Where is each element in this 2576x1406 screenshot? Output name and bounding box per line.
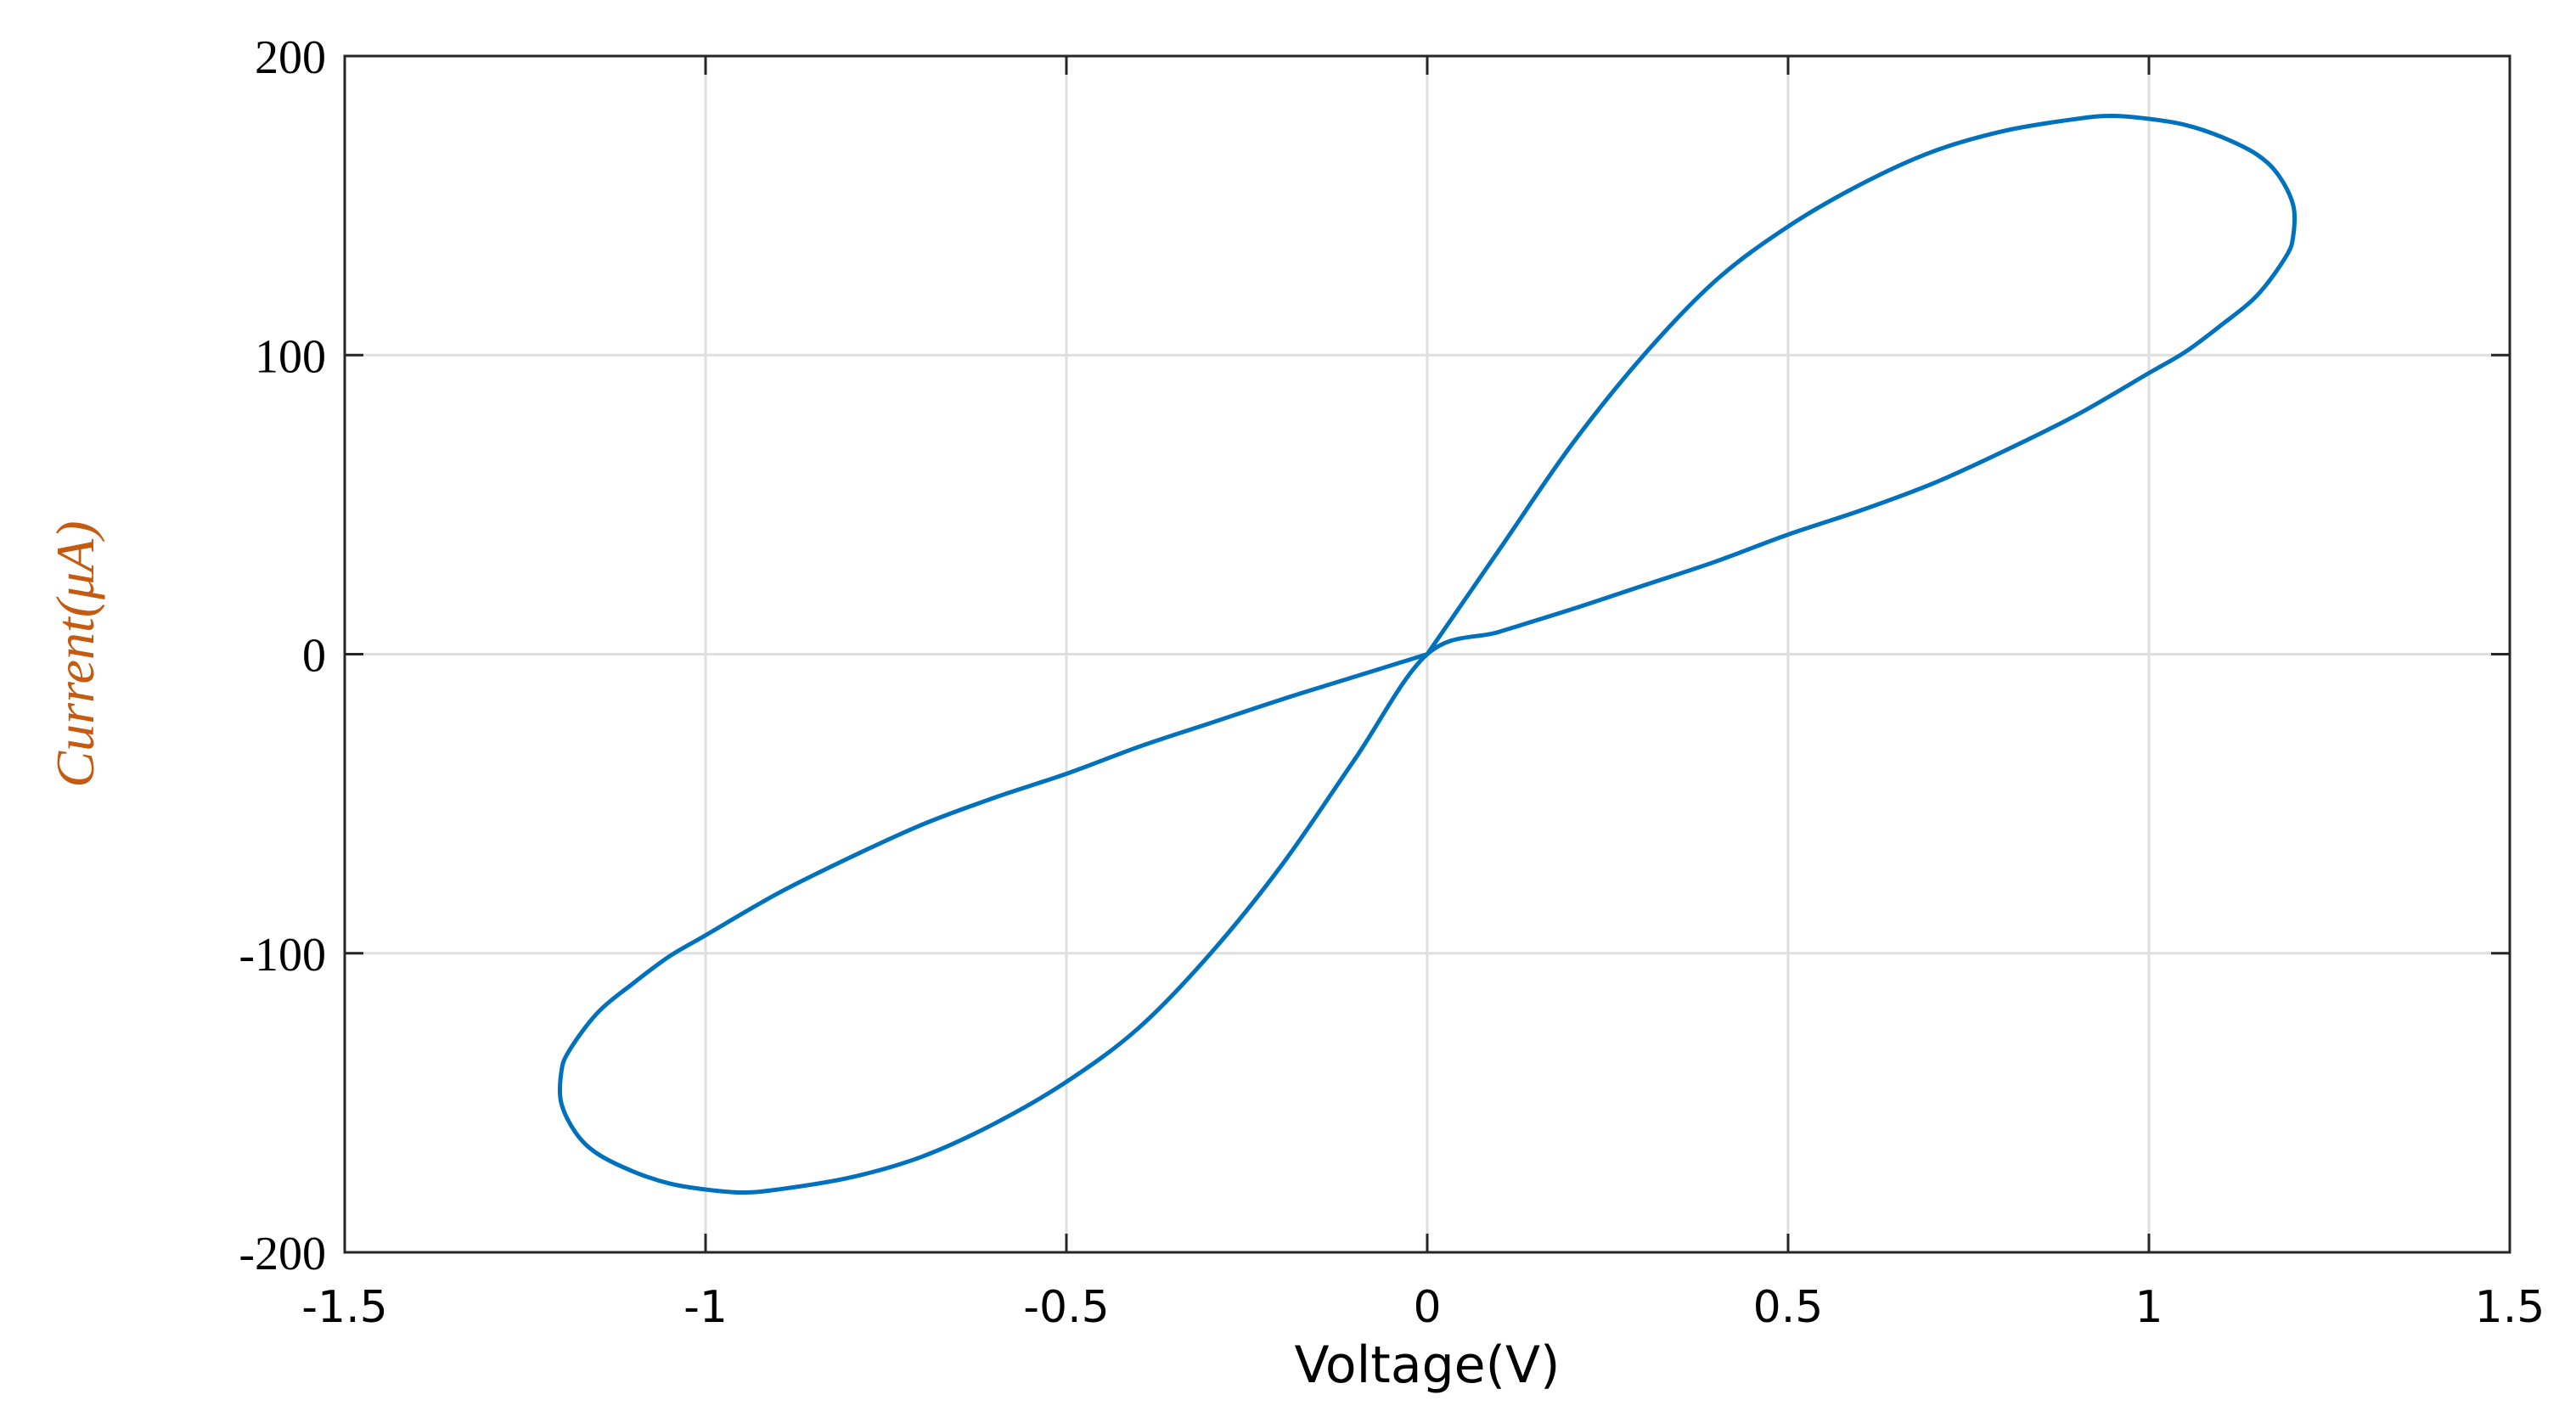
series-layer: [557, 113, 2298, 1195]
x-tick-label: -0.5: [1023, 1282, 1109, 1333]
tick-labels: -1.5 -1 -0.5 0 0.5 1 1.5 200 100 0 -100 -200: [239, 31, 2545, 1333]
x-tick-label: -1: [683, 1282, 728, 1333]
y-axis-title: Current(μA): [45, 520, 105, 787]
y-tick-label: 0: [302, 630, 326, 683]
y-tick-label: -100: [239, 929, 326, 981]
x-axis-title: Voltage(V): [1295, 1336, 1561, 1395]
x-tick-label: -1.5: [301, 1282, 387, 1333]
x-tick-label: 0.5: [1753, 1282, 1824, 1333]
y-tick-label: -200: [239, 1228, 326, 1280]
x-tick-label: 1: [2134, 1282, 2163, 1333]
x-tick-label: 1.5: [2475, 1282, 2545, 1333]
y-tick-label: 200: [255, 31, 326, 84]
series-line: [557, 113, 2298, 1195]
x-tick-label: 0: [1413, 1282, 1441, 1333]
ticks: [343, 54, 2511, 1254]
y-tick-label: 100: [255, 330, 326, 383]
